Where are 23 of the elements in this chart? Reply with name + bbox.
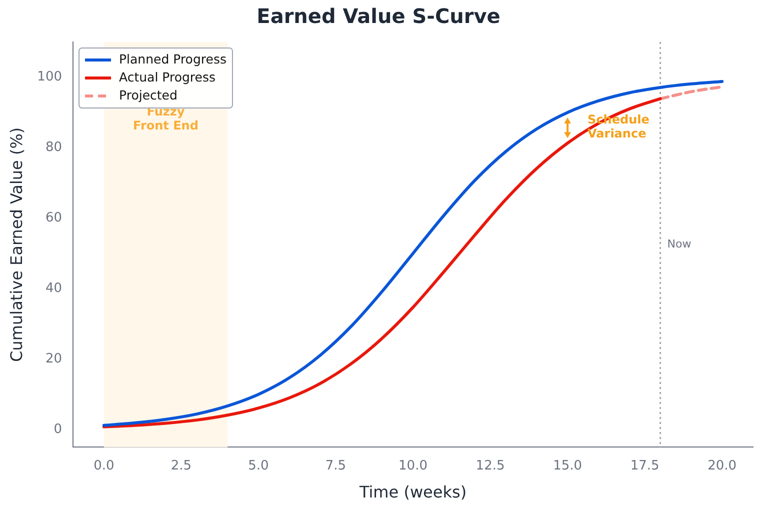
- legend-label: Actual Progress: [119, 69, 216, 84]
- y-axis-title: Cumulative Earned Value (%): [6, 127, 26, 362]
- x-tick-label: 0.0: [94, 458, 114, 474]
- chart-title: Earned Value S-Curve: [256, 4, 500, 28]
- legend-label: Projected: [119, 87, 178, 102]
- x-axis-title: Time (weeks): [358, 482, 467, 502]
- y-tick-label: 40: [45, 281, 62, 296]
- x-tick-label: 5.0: [248, 458, 269, 474]
- band-label: Fuzzy Front End: [133, 104, 198, 133]
- x-tick-label: 7.5: [325, 458, 346, 474]
- y-tick-label: 60: [45, 210, 62, 226]
- y-tick-label: 0: [54, 422, 62, 437]
- x-tick-label: 12.5: [476, 458, 505, 474]
- x-tick-label: 15.0: [553, 458, 582, 474]
- x-tick-label: 2.5: [170, 458, 192, 474]
- y-tick-label: 100: [37, 70, 62, 85]
- legend-label: Planned Progress: [119, 51, 226, 66]
- x-tick-label: 17.5: [630, 458, 660, 474]
- x-tick-label: 20.0: [708, 458, 737, 474]
- y-tick-label: 80: [45, 140, 62, 156]
- x-tick-label: 10.0: [398, 458, 428, 474]
- ref-line-label: Now: [667, 237, 692, 250]
- y-tick-label: 20: [45, 351, 62, 366]
